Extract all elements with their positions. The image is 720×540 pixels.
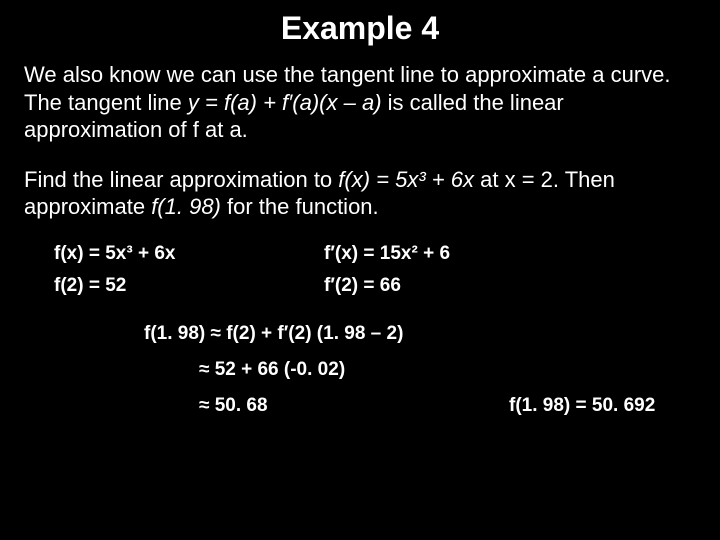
fprime-at-2: f′(2) = 66 — [324, 275, 696, 297]
exact-result: f(1. 98) = 50. 692 — [509, 395, 696, 417]
definition-row: f(x) = 5x³ + 6x f′(x) = 15x² + 6 — [54, 243, 696, 265]
approx-result: ≈ 50. 68 — [144, 395, 509, 417]
problem-paragraph: Find the linear approximation to f(x) = … — [24, 166, 696, 221]
evaluation-row: f(2) = 52 f′(2) = 66 — [54, 275, 696, 297]
approx-step-1: f(1. 98) ≈ f(2) + f′(2) (1. 98 – 2) — [144, 323, 696, 345]
problem-text-3: for the function. — [221, 194, 379, 219]
fprime-definition: f′(x) = 15x² + 6 — [324, 243, 696, 265]
tangent-line-equation: y = f(a) + f′(a)(x – a) — [188, 90, 382, 115]
approx-step-2: ≈ 52 + 66 (-0. 02) — [199, 359, 696, 381]
f-at-2: f(2) = 52 — [54, 275, 324, 297]
final-row: ≈ 50. 68 f(1. 98) = 50. 692 — [144, 395, 696, 417]
slide: Example 4 We also know we can use the ta… — [0, 0, 720, 540]
f-definition: f(x) = 5x³ + 6x — [54, 243, 324, 265]
problem-text-1: Find the linear approximation to — [24, 167, 338, 192]
approx-target: f(1. 98) — [151, 194, 221, 219]
function-equation: f(x) = 5x³ + 6x — [338, 167, 474, 192]
slide-title: Example 4 — [24, 10, 696, 47]
intro-paragraph: We also know we can use the tangent line… — [24, 61, 696, 144]
